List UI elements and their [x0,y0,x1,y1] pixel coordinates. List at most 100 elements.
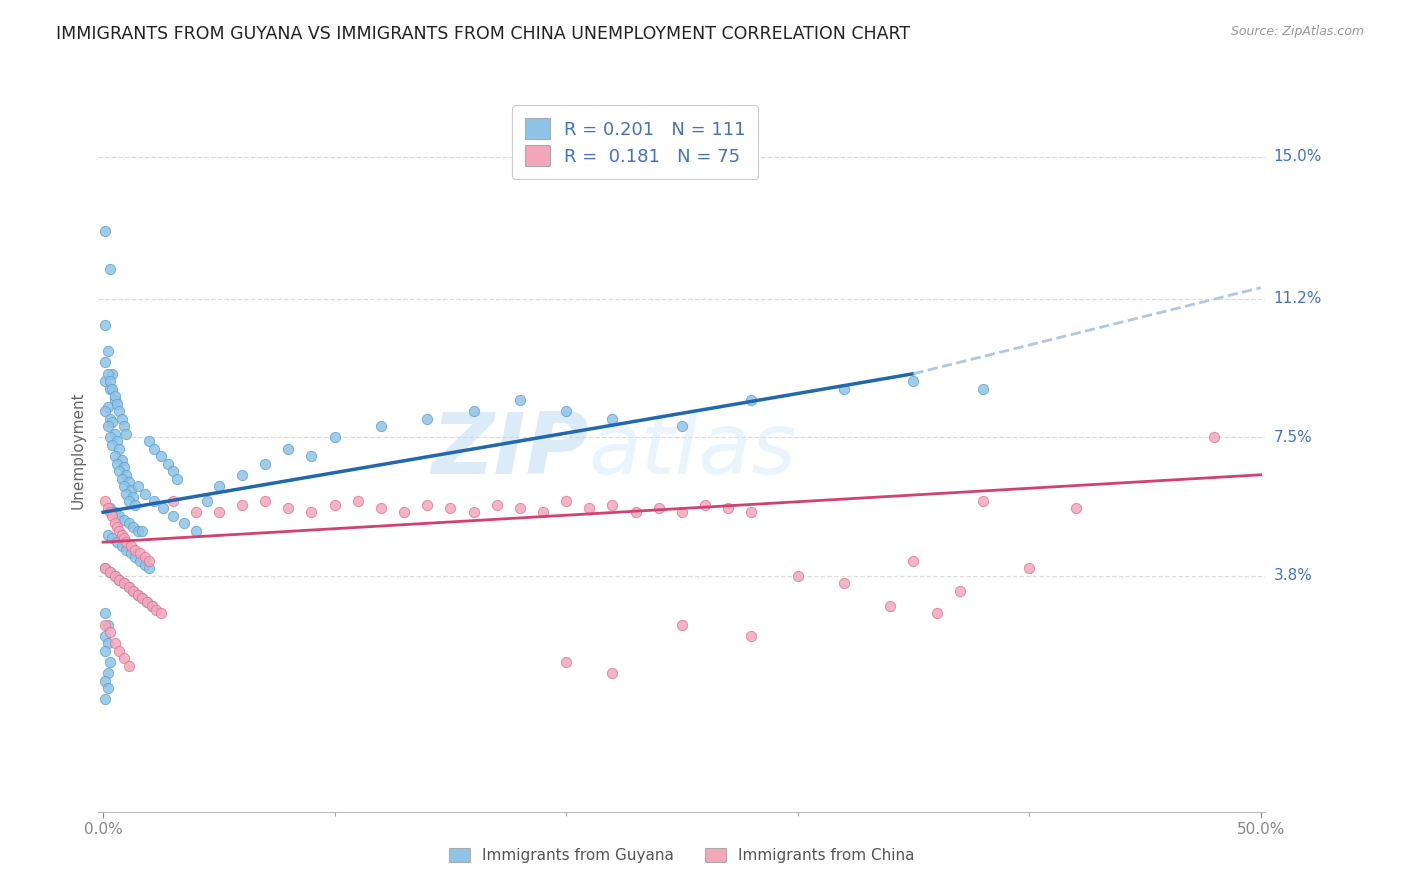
Point [105,520,128,534]
Point [110,527,132,541]
Point [97,666,120,681]
Point [131,524,153,538]
Point [717,501,740,516]
Point [108,404,131,418]
Point [97,367,120,381]
Point [555,494,578,508]
Point [531,505,554,519]
Point [671,419,693,434]
Point [925,607,948,621]
Point [346,494,368,508]
Point [112,479,135,493]
Point [110,471,132,485]
Point [94,673,117,688]
Point [104,569,127,583]
Point [122,583,145,598]
Point [115,486,138,500]
Point [134,486,156,500]
Point [173,516,195,531]
Point [129,546,152,560]
Point [97,636,120,650]
Point [208,479,231,493]
Point [555,655,578,669]
Point [94,355,117,369]
Point [108,442,131,456]
Point [112,513,135,527]
Point [124,498,146,512]
Point [94,692,117,706]
Point [143,494,166,508]
Point [101,438,124,452]
Point [208,505,231,519]
Point [134,558,156,572]
Point [108,524,131,538]
Point [94,629,117,643]
Text: atlas: atlas [589,409,797,492]
Point [94,494,117,508]
Point [277,442,299,456]
Point [117,494,139,508]
Point [184,524,207,538]
Point [98,625,121,640]
Point [94,617,117,632]
Point [463,404,485,418]
Point [323,430,346,444]
Point [108,644,131,658]
Text: 7.5%: 7.5% [1274,430,1312,445]
Point [117,516,139,531]
Point [112,576,135,591]
Point [141,599,163,613]
Point [231,498,253,512]
Point [98,501,121,516]
Point [832,382,855,396]
Point [439,501,461,516]
Point [112,576,135,591]
Point [972,382,994,396]
Legend: Immigrants from Guyana, Immigrants from China: Immigrants from Guyana, Immigrants from … [443,842,921,869]
Point [138,554,160,568]
Point [149,607,172,621]
Point [740,629,762,643]
Point [156,457,179,471]
Point [108,573,131,587]
Point [1018,561,1040,575]
Point [104,392,127,407]
Point [94,374,117,388]
Point [117,658,139,673]
Point [97,501,120,516]
Point [127,588,149,602]
Point [277,501,299,516]
Text: 11.2%: 11.2% [1274,292,1322,306]
Point [671,505,693,519]
Point [693,498,716,512]
Point [98,655,121,669]
Point [671,617,693,632]
Point [110,411,132,425]
Point [740,505,762,519]
Point [101,382,124,396]
Point [115,467,138,482]
Point [127,588,149,602]
Point [509,392,531,407]
Point [131,591,153,606]
Point [879,599,901,613]
Point [108,464,131,478]
Point [101,367,124,381]
Point [98,261,121,276]
Point [323,498,346,512]
Point [104,389,127,403]
Point [134,550,156,565]
Point [162,464,184,478]
Point [903,554,925,568]
Point [254,457,277,471]
Point [602,498,624,512]
Point [94,644,117,658]
Point [98,411,121,425]
Point [105,457,128,471]
Point [117,475,139,490]
Point [97,344,120,359]
Point [104,505,127,519]
Text: ZIP: ZIP [430,409,589,492]
Point [115,542,138,557]
Point [136,595,159,609]
